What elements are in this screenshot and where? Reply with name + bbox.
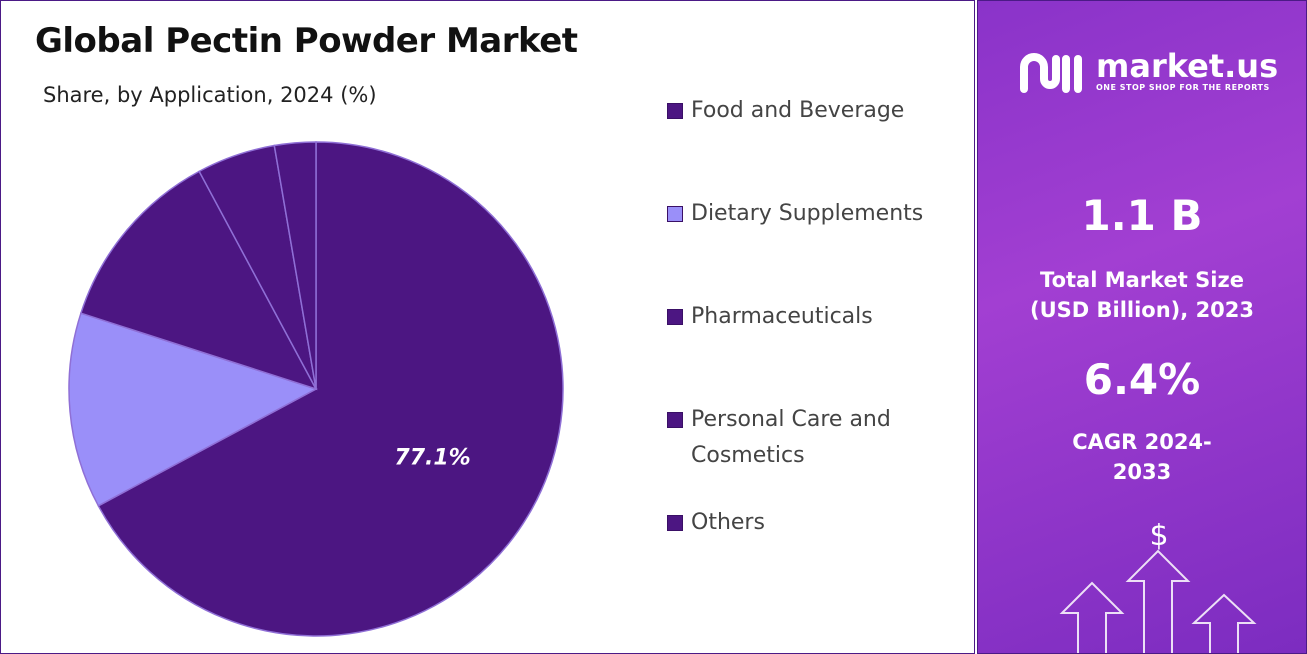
chart-panel: Global Pectin Powder Market Share, by Ap… [0, 0, 975, 654]
legend-item: Food and Beverage [667, 93, 937, 196]
legend: Food and Beverage Dietary Supplements Phar… [667, 93, 937, 608]
chart-title: Global Pectin Powder Market [35, 21, 578, 61]
stat-label: CAGR 2024-2033 [1072, 430, 1212, 484]
legend-item: Personal Care and Cosmetics [667, 402, 937, 505]
pie-chart: 77.1% [68, 141, 564, 637]
legend-label: Pharmaceuticals [691, 304, 873, 329]
chart-subtitle: Share, by Application, 2024 (%) [43, 83, 377, 107]
logo-tagline: ONE STOP SHOP FOR THE REPORTS [1096, 83, 1270, 92]
stat-value: 1.1 B [1081, 191, 1203, 240]
legend-label: Food and Beverage [691, 98, 905, 123]
legend-label: Personal Care and Cosmetics [691, 407, 891, 468]
legend-item: Dietary Supplements [667, 196, 937, 299]
legend-swatch [667, 309, 683, 325]
legend-item: Pharmaceuticals [667, 299, 937, 402]
data-label: 77.1% [394, 446, 470, 471]
svg-text:$: $ [1149, 523, 1168, 553]
legend-label: Dietary Supplements [691, 201, 924, 226]
stat-label: Total Market Size (USD Billion), 2023 [1029, 268, 1255, 322]
legend-swatch [667, 515, 683, 531]
pie-slice [97, 141, 564, 637]
legend-swatch [667, 206, 683, 222]
legend-swatch [667, 103, 683, 119]
pie-slice [79, 170, 318, 391]
legend-item: Others [667, 505, 937, 608]
logo-text: market.us [1096, 47, 1279, 85]
logo-icon [1020, 53, 1082, 93]
legend-label: Others [691, 510, 765, 535]
pie-slice [68, 312, 318, 507]
pie-slice [273, 141, 317, 390]
decor-arrows: $ [1059, 523, 1257, 653]
legend-swatch [667, 412, 683, 428]
stat-value: 6.4% [1083, 355, 1201, 404]
side-panel: market.us ONE STOP SHOP FOR THE REPORTS … [977, 0, 1307, 654]
